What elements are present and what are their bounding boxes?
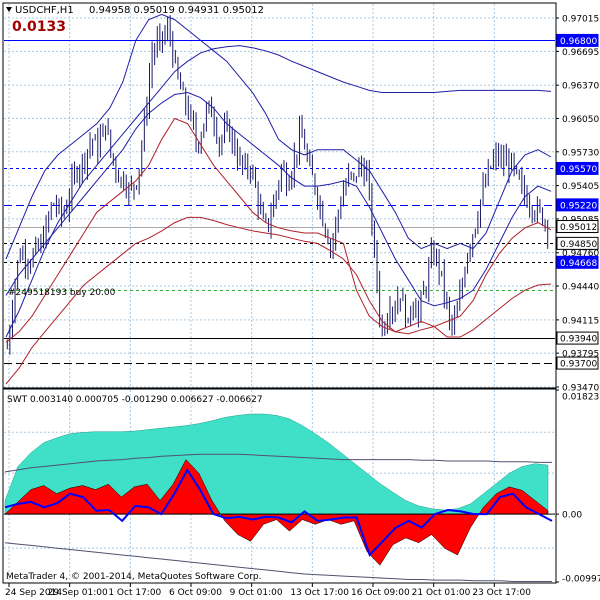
- y-tick-label: 0.95405: [562, 182, 599, 192]
- spread-value: 0.0133: [12, 19, 66, 35]
- y-tick-label: 0.97015: [562, 15, 599, 25]
- x-tick-label: 24 Sep 2014: [5, 588, 62, 598]
- swt-readout: SWT 0.003140 0.000705 -0.001290 0.006627…: [7, 395, 263, 405]
- swt-indicator: [4, 413, 555, 582]
- price-levels: [4, 40, 555, 364]
- symbol-label: USDCHF,H1: [15, 5, 74, 16]
- y-tick-label: 0.96370: [562, 82, 599, 92]
- level-label-box: [556, 236, 599, 250]
- level-label-text: 0.94668: [560, 259, 597, 269]
- level-label-box: [556, 331, 599, 345]
- y-tick-label: 0.96050: [562, 115, 599, 125]
- swt-tick-label: 0.00: [562, 511, 582, 521]
- level-label-text: 0.95220: [560, 201, 597, 211]
- x-tick-label: 21 Oct 01:00: [412, 588, 471, 598]
- mid-envelope-line: [5, 117, 552, 343]
- level-label-text: 0.93940: [560, 335, 597, 345]
- level-label-box: [556, 220, 599, 234]
- level-label-text: 0.93700: [560, 360, 597, 370]
- long-ma-line: [5, 45, 552, 338]
- x-tick-label: 23 Oct 17:00: [472, 588, 531, 598]
- swt-upper-envelope-line: [4, 453, 552, 473]
- x-tick-label: 6 Oct 09:00: [169, 588, 222, 598]
- upper-band-line: [5, 13, 552, 260]
- level-label-box: [556, 161, 599, 175]
- level-label-box: [556, 356, 599, 370]
- x-tick-label: 9 Oct 01:00: [230, 588, 283, 598]
- y-tick-label: 0.95730: [562, 148, 599, 158]
- level-label-text: 0.95570: [560, 165, 597, 175]
- swt-signal-line: [4, 467, 553, 557]
- y-tick-label: 0.94115: [562, 316, 599, 326]
- level-label-box: [556, 255, 599, 269]
- main-chart-frame: [2, 2, 557, 389]
- indicator-lines: [5, 13, 552, 385]
- swt-tick-label: 0.01823: [562, 393, 599, 403]
- y-tick-label: 0.94440: [562, 283, 599, 293]
- middle-band-line: [5, 91, 552, 307]
- lower-band-line: [5, 216, 552, 385]
- y-tick-label: 0.93470: [562, 384, 599, 394]
- sub-chart-frame: [2, 388, 557, 584]
- swt-lower-envelope-line: [4, 542, 552, 582]
- y-tick-label: 0.94760: [562, 249, 599, 259]
- y-tick-label: 0.93795: [562, 350, 599, 360]
- level-label-box: [556, 198, 599, 212]
- level-label-text: 0.95012: [560, 223, 597, 233]
- level-label-box: [556, 33, 599, 47]
- level-label-text: 0.94850: [560, 240, 597, 250]
- price-level-labels: 0.96800 0.95570 0.95220 0.95012 0.94850 0.946…: [556, 33, 599, 370]
- ohlc-readout: 0.94958 0.95019 0.94931 0.95012: [89, 5, 264, 16]
- x-tick-label: 29 Sep 01:00: [48, 588, 108, 598]
- x-tick-label: 1 Oct 17:00: [108, 588, 161, 598]
- candlestick-series: [6, 15, 549, 355]
- copyright-text: MetaTrader 4, © 2001-2014, MetaQuotes So…: [6, 572, 262, 582]
- chevron-down-icon[interactable]: [6, 7, 12, 12]
- x-tick-label: 13 Oct 17:00: [290, 588, 349, 598]
- y-tick-label: 0.96695: [562, 48, 599, 58]
- x-tick-label: 16 Oct 09:00: [351, 588, 410, 598]
- order-label[interactable]: #249518193 buy 20.00: [8, 288, 116, 298]
- level-label-text: 0.96800: [560, 37, 597, 47]
